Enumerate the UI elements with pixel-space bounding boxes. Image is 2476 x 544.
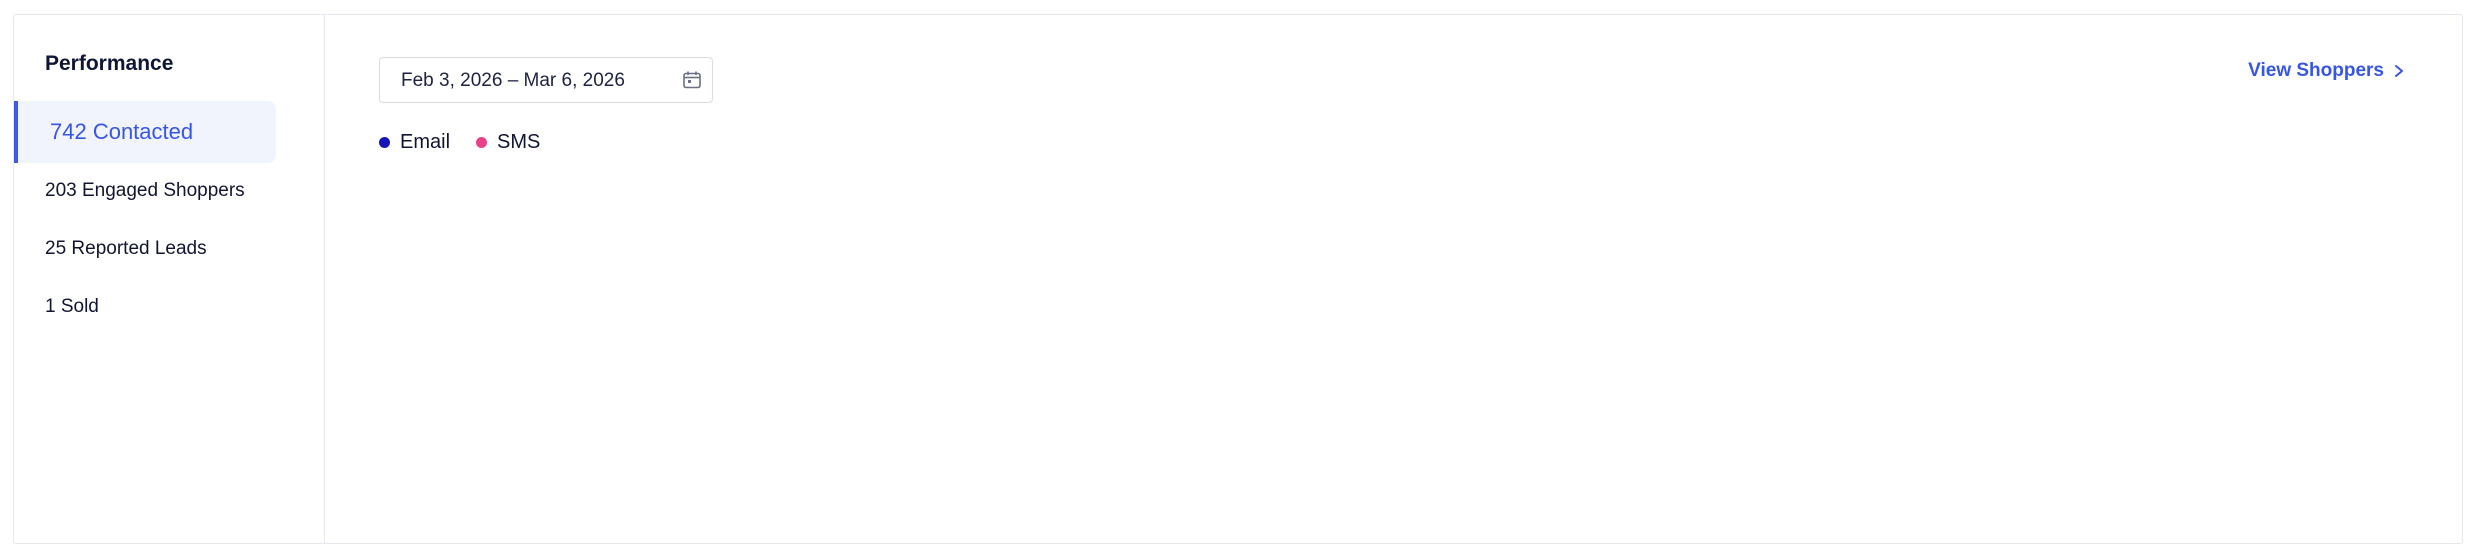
sidebar-item-engaged-shoppers[interactable]: 203 Engaged Shoppers: [45, 180, 245, 201]
date-range-value: Feb 3, 2026 – Mar 6, 2026: [401, 70, 625, 91]
legend-label-sms: SMS: [497, 131, 541, 153]
performance-card: Performance 742 Contacted 203 Engaged Sh…: [13, 14, 2463, 544]
sidebar: Performance 742 Contacted 203 Engaged Sh…: [14, 15, 325, 543]
legend-item-email[interactable]: Email: [379, 131, 450, 154]
sidebar-item-reported-leads[interactable]: 25 Reported Leads: [45, 238, 207, 259]
view-shoppers-label: View Shoppers: [2248, 60, 2384, 81]
legend-label-email: Email: [400, 131, 451, 153]
sidebar-title: Performance: [45, 52, 174, 75]
view-shoppers-link[interactable]: View Shoppers: [2248, 60, 2406, 82]
sidebar-item-contacted[interactable]: 742 Contacted: [14, 101, 276, 163]
legend-dot-email: [379, 137, 390, 148]
calendar-icon: [683, 71, 701, 89]
chevron-right-icon: [2395, 65, 2403, 77]
legend-dot-sms: [476, 137, 488, 148]
legend-item-sms[interactable]: SMS: [476, 131, 540, 154]
chart-legend: Email SMS: [379, 131, 540, 154]
date-range-picker[interactable]: Feb 3, 2026 – Mar 6, 2026: [379, 57, 713, 103]
main-panel: Feb 3, 2026 – Mar 6, 2026 View Shoppers …: [325, 15, 2462, 543]
sidebar-item-sold[interactable]: 1 Sold: [45, 296, 99, 317]
